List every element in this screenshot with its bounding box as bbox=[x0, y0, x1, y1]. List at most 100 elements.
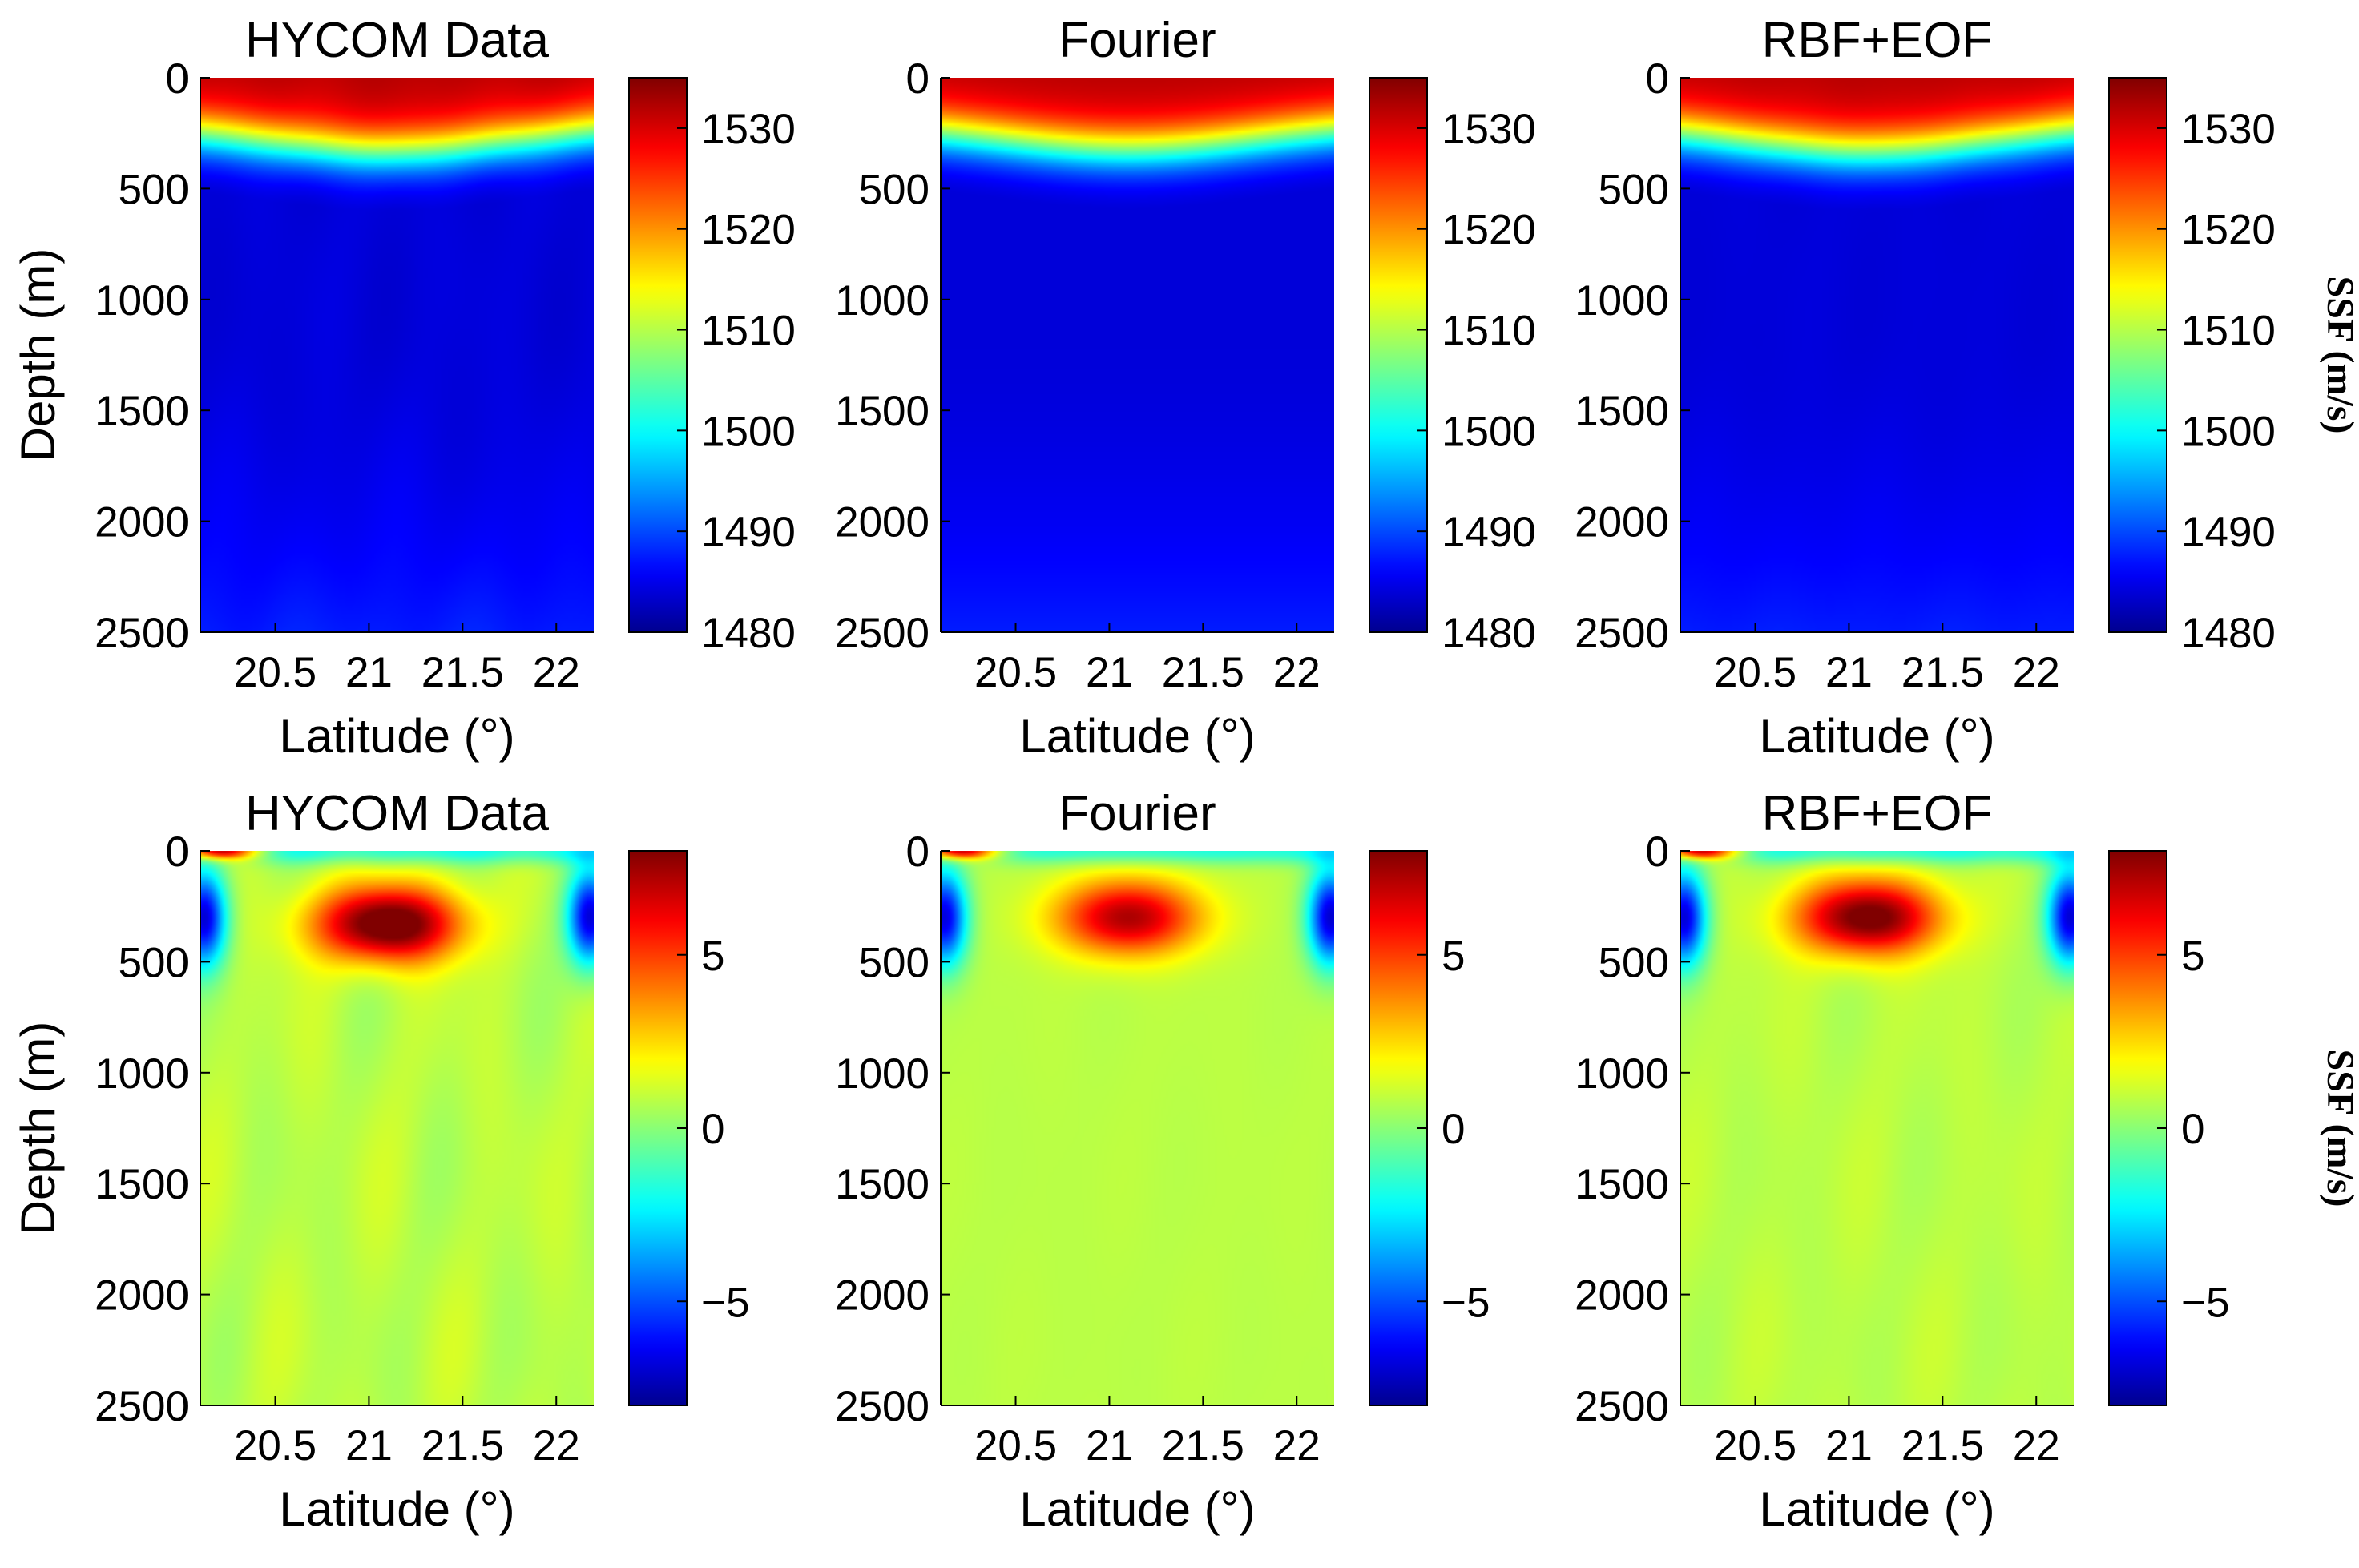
heatmap-top-fourier bbox=[941, 78, 1334, 632]
colorbar bbox=[1369, 77, 1428, 633]
y-tick-label: 1000 bbox=[1575, 277, 1669, 324]
panel-top-rbf-eof: RBF+EOF 0 500 1000 1500 2000 2500 20.5 21 21.5 22 L… bbox=[1575, 13, 2359, 763]
x-tick-label: 21 bbox=[1086, 649, 1133, 696]
x-axis-label: Latitude (°) bbox=[279, 1482, 514, 1536]
y-tick-label: 1000 bbox=[95, 1050, 189, 1098]
heatmap-top-hycom bbox=[200, 78, 594, 632]
x-tick-label: 20.5 bbox=[234, 649, 317, 696]
colorbar-tick-label: 5 bbox=[2181, 933, 2204, 980]
colorbar bbox=[2108, 77, 2167, 633]
colorbar-tick-label: 1530 bbox=[701, 106, 796, 153]
y-tick-label: 1000 bbox=[835, 277, 929, 324]
x-tick-label: 21 bbox=[1825, 1422, 1873, 1469]
heatmap-top-rbf-eof bbox=[1680, 78, 2074, 632]
y-tick-label: 2500 bbox=[1575, 1383, 1669, 1430]
x-axis-label: Latitude (°) bbox=[1759, 709, 1994, 763]
y-tick-label: 1500 bbox=[95, 1161, 189, 1208]
panel-bottom-rbf-eof: RBF+EOF 0 500 1000 1500 2000 2500 20.5 21 21.5 22 L… bbox=[1575, 786, 2359, 1536]
colorbar-tick-label: 1510 bbox=[1442, 308, 1536, 355]
x-tick-label: 22 bbox=[1273, 1422, 1321, 1469]
y-tick-label: 0 bbox=[166, 55, 189, 103]
x-tick-label: 21.5 bbox=[1901, 649, 1984, 696]
panel-top-fourier: Fourier 0 500 1000 1500 2000 2500 20.5 21 21.5 22 L… bbox=[835, 13, 1536, 763]
y-tick-label: 2500 bbox=[835, 1383, 929, 1430]
y-tick-label: 1500 bbox=[1575, 388, 1669, 435]
y-tick-label: 500 bbox=[1599, 166, 1669, 213]
y-tick-label: 0 bbox=[906, 828, 929, 876]
y-tick-label: 0 bbox=[1646, 55, 1669, 103]
x-tick-label: 20.5 bbox=[1714, 1422, 1796, 1469]
colorbar-tick-label: 1500 bbox=[2181, 408, 2276, 455]
panel-bottom-fourier: Fourier 0 500 1000 1500 2000 2500 20.5 21 21.5 22 L… bbox=[835, 786, 1490, 1536]
x-tick-label: 22 bbox=[2013, 649, 2060, 696]
y-tick-label: 1500 bbox=[835, 388, 929, 435]
colorbar-label: SSF (m/s) bbox=[2319, 276, 2359, 434]
x-axis-label: Latitude (°) bbox=[279, 709, 514, 763]
x-tick-label: 22 bbox=[1273, 649, 1321, 696]
x-tick-label: 21.5 bbox=[1162, 649, 1244, 696]
colorbar-tick-label: 1480 bbox=[2181, 610, 2276, 657]
y-tick-label: 0 bbox=[906, 55, 929, 103]
x-tick-label: 21.5 bbox=[421, 649, 504, 696]
colorbar-tick-label: 1510 bbox=[2181, 308, 2276, 355]
heatmap-bottom-fourier bbox=[941, 851, 1334, 1405]
colorbar-tick-label: 1490 bbox=[701, 509, 796, 556]
y-tick-label: 0 bbox=[166, 828, 189, 876]
y-tick-label: 2000 bbox=[1575, 1272, 1669, 1320]
panel-title: RBF+EOF bbox=[1762, 13, 1993, 68]
colorbar-tick-label: 1490 bbox=[1442, 509, 1536, 556]
y-tick-label: 2500 bbox=[95, 610, 189, 657]
x-axis-label: Latitude (°) bbox=[1019, 1482, 1255, 1536]
y-tick-label: 1000 bbox=[835, 1050, 929, 1098]
x-tick-label: 21 bbox=[345, 649, 393, 696]
x-tick-label: 21 bbox=[345, 1422, 393, 1469]
y-tick-label: 2500 bbox=[1575, 610, 1669, 657]
colorbar-tick-label: 0 bbox=[2181, 1106, 2204, 1153]
y-tick-label: 1000 bbox=[1575, 1050, 1669, 1098]
x-tick-label: 22 bbox=[533, 1422, 580, 1469]
colorbar-tick-label: 1480 bbox=[1442, 610, 1536, 657]
colorbar-tick-label: 1530 bbox=[1442, 106, 1536, 153]
colorbar-tick-label: 1520 bbox=[701, 207, 796, 254]
x-axis-label: Latitude (°) bbox=[1759, 1482, 1994, 1536]
y-tick-label: 1500 bbox=[95, 388, 189, 435]
y-tick-label: 2000 bbox=[835, 499, 929, 546]
panel-title: RBF+EOF bbox=[1762, 786, 1993, 841]
colorbar-label: SSF (m/s) bbox=[2319, 1050, 2359, 1207]
y-axis-label: Depth (m) bbox=[11, 1022, 65, 1235]
panel-bottom-hycom: HYCOM Data 0 500 1000 1500 2000 2500 20.5 21 21.5… bbox=[11, 786, 749, 1536]
panel-title: HYCOM Data bbox=[245, 13, 549, 68]
y-tick-label: 1500 bbox=[1575, 1161, 1669, 1208]
colorbar bbox=[628, 77, 688, 633]
x-tick-label: 21.5 bbox=[1901, 1422, 1984, 1469]
colorbar-tick-label: 1510 bbox=[701, 308, 796, 355]
x-tick-label: 21 bbox=[1825, 649, 1873, 696]
colorbar-tick-label: 1490 bbox=[2181, 509, 2276, 556]
y-tick-label: 500 bbox=[1599, 939, 1669, 986]
colorbar-tick-label: −5 bbox=[701, 1279, 749, 1326]
x-tick-label: 22 bbox=[533, 649, 580, 696]
y-tick-label: 2000 bbox=[1575, 499, 1669, 546]
x-axis-label: Latitude (°) bbox=[1019, 709, 1255, 763]
colorbar-tick-label: 1500 bbox=[1442, 408, 1536, 455]
panel-title: Fourier bbox=[1059, 786, 1216, 841]
y-tick-label: 500 bbox=[119, 166, 189, 213]
x-tick-label: 21 bbox=[1086, 1422, 1133, 1469]
x-tick-label: 22 bbox=[2013, 1422, 2060, 1469]
x-tick-label: 20.5 bbox=[234, 1422, 317, 1469]
colorbar-tick-label: 5 bbox=[1442, 933, 1465, 980]
panel-top-hycom: HYCOM Data 0 500 1000 1500 2000 2500 20.5 21 21.5… bbox=[11, 13, 796, 763]
x-tick-label: 20.5 bbox=[1714, 649, 1796, 696]
colorbar-tick-label: 0 bbox=[701, 1106, 724, 1153]
y-tick-label: 2000 bbox=[95, 499, 189, 546]
colorbar-tick-label: −5 bbox=[2181, 1279, 2229, 1326]
panel-title: Fourier bbox=[1059, 13, 1216, 68]
colorbar-tick-label: 1520 bbox=[1442, 207, 1536, 254]
y-tick-label: 500 bbox=[859, 939, 929, 986]
colorbar-tick-label: 1520 bbox=[2181, 207, 2276, 254]
x-tick-label: 20.5 bbox=[974, 1422, 1057, 1469]
y-tick-label: 0 bbox=[1646, 828, 1669, 876]
heatmap-bottom-rbf-eof bbox=[1680, 851, 2074, 1405]
y-axis-label: Depth (m) bbox=[11, 248, 65, 462]
